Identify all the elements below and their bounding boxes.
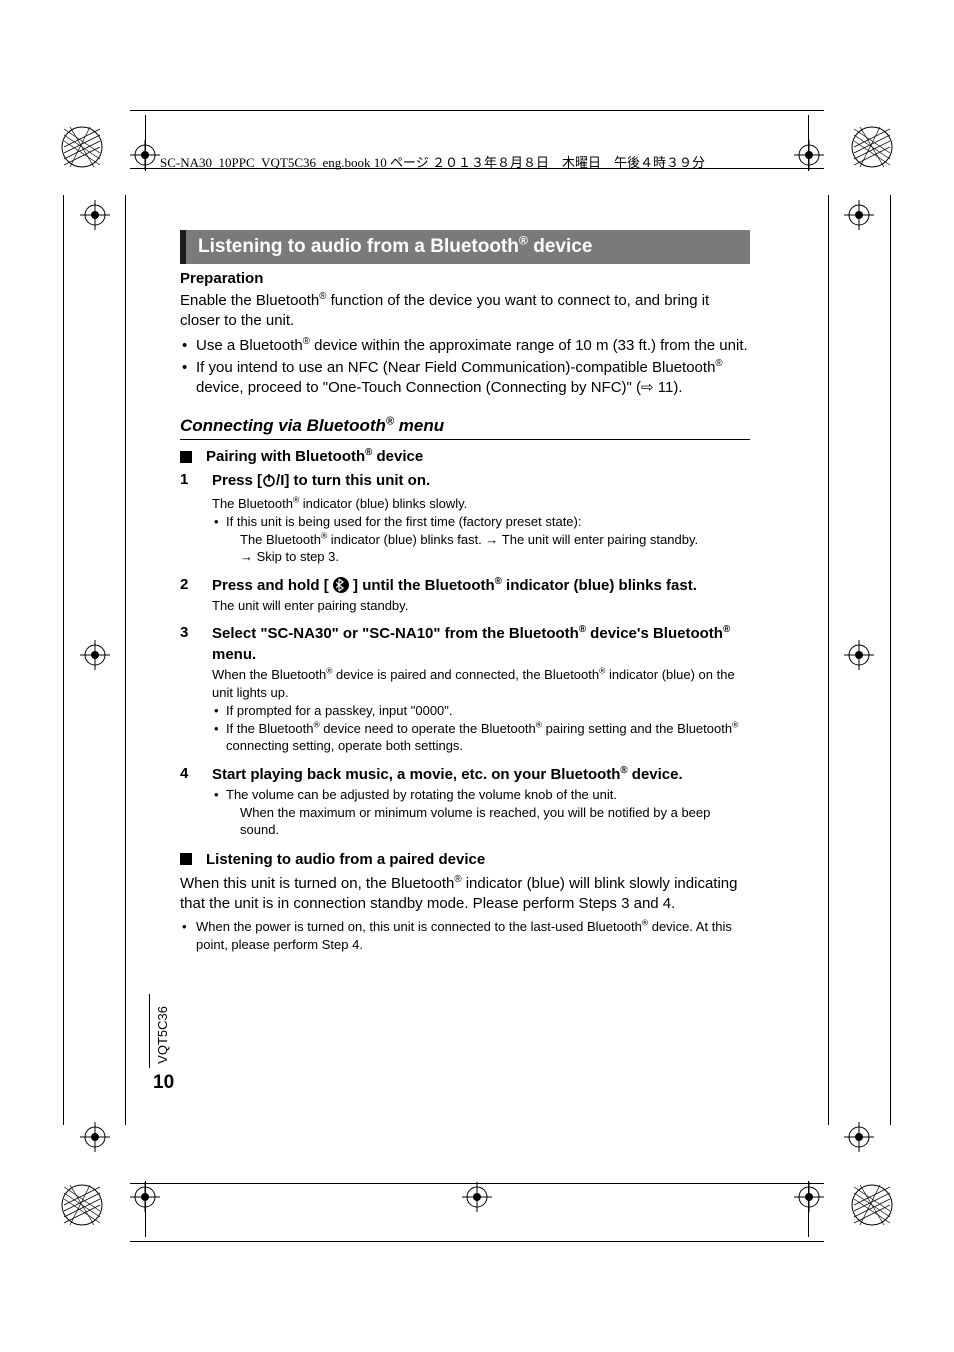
step-title: Press [/I] to turn this unit on. [212, 471, 750, 493]
list-item: When the power is turned on, this unit i… [180, 918, 750, 953]
crop-line [828, 195, 829, 1125]
sub-text: When the maximum or minimum volume is re… [226, 804, 750, 839]
crop-line [808, 1181, 809, 1237]
reg-mark-cross [80, 200, 110, 230]
reg-mark-hatched [60, 125, 104, 169]
crop-line [145, 115, 146, 171]
sub-text: → Skip to step 3. [226, 548, 750, 566]
reg-mark-cross [80, 1122, 110, 1152]
step-text: When the Bluetooth® device is paired and… [212, 666, 750, 701]
paired-text: When this unit is turned on, the Bluetoo… [180, 874, 750, 915]
step-title: Start playing back music, a movie, etc. … [212, 765, 750, 785]
step-text: The Bluetooth® indicator (blue) blinks s… [212, 495, 750, 513]
crop-line [130, 1183, 824, 1184]
crop-line [145, 1181, 146, 1237]
power-icon [262, 473, 276, 493]
preparation-bullets: Use a Bluetooth® device within the appro… [180, 336, 750, 399]
list-item: If the Bluetooth® device need to operate… [212, 720, 750, 755]
reg-mark-cross [794, 140, 824, 170]
reg-mark-cross [844, 640, 874, 670]
sub-heading-paired: Listening to audio from a paired device [180, 851, 750, 868]
doc-code: VQT5C36 [155, 1006, 170, 1064]
page-number: 10 [153, 1072, 174, 1094]
sub-text: The Bluetooth® indicator (blue) blinks f… [226, 531, 750, 549]
list-item: The volume can be adjusted by rotating t… [212, 786, 750, 839]
crop-line [130, 1241, 824, 1242]
list-item: Use a Bluetooth® device within the appro… [180, 336, 750, 356]
section-heading: Connecting via Bluetooth® menu [180, 416, 750, 440]
square-icon [180, 451, 192, 463]
steps-list: 1 Press [/I] to turn this unit on. The B… [180, 471, 750, 838]
reg-mark-cross [80, 640, 110, 670]
step-1: 1 Press [/I] to turn this unit on. The B… [180, 471, 750, 565]
doc-code-line [149, 994, 150, 1068]
crop-line [125, 195, 126, 1125]
paired-note: When the power is turned on, this unit i… [180, 918, 750, 953]
reg-mark-cross [794, 1182, 824, 1212]
reg-mark-hatched [850, 1183, 894, 1227]
preparation-text: Enable the Bluetooth® function of the de… [180, 291, 750, 332]
sub-heading-pairing: Pairing with Bluetooth® device [180, 448, 750, 465]
square-icon [180, 853, 192, 865]
step-title: Press and hold [ ] until the Bluetooth® … [212, 576, 750, 596]
page-title: Listening to audio from a Bluetooth® dev… [186, 230, 750, 264]
step-text: The unit will enter pairing standby. [212, 597, 750, 615]
crop-line [890, 195, 891, 1125]
reg-mark-hatched [850, 125, 894, 169]
step-4: 4 Start playing back music, a movie, etc… [180, 765, 750, 839]
list-item: If you intend to use an NFC (Near Field … [180, 358, 750, 399]
list-item: If prompted for a passkey, input "0000". [212, 702, 750, 720]
step-3: 3 Select "SC-NA30" or "SC-NA10" from the… [180, 624, 750, 754]
crop-line [808, 115, 809, 171]
step-title: Select "SC-NA30" or "SC-NA10" from the B… [212, 624, 750, 665]
reg-mark-cross [462, 1182, 492, 1212]
preparation-heading: Preparation [180, 270, 750, 287]
reg-mark-hatched [60, 1183, 104, 1227]
page-title-bar: Listening to audio from a Bluetooth® dev… [180, 230, 750, 264]
header-meta: SC-NA30_10PPC_VQT5C36_eng.book 10 ページ ２０… [160, 152, 705, 171]
reg-mark-cross [844, 1122, 874, 1152]
reg-mark-cross [844, 200, 874, 230]
crop-line [130, 110, 824, 111]
step-2: 2 Press and hold [ ] until the Bluetooth… [180, 576, 750, 615]
page-content: Listening to audio from a Bluetooth® dev… [180, 230, 750, 953]
crop-line [63, 195, 64, 1125]
bluetooth-icon [333, 577, 349, 593]
list-item: If this unit is being used for the first… [212, 513, 750, 566]
